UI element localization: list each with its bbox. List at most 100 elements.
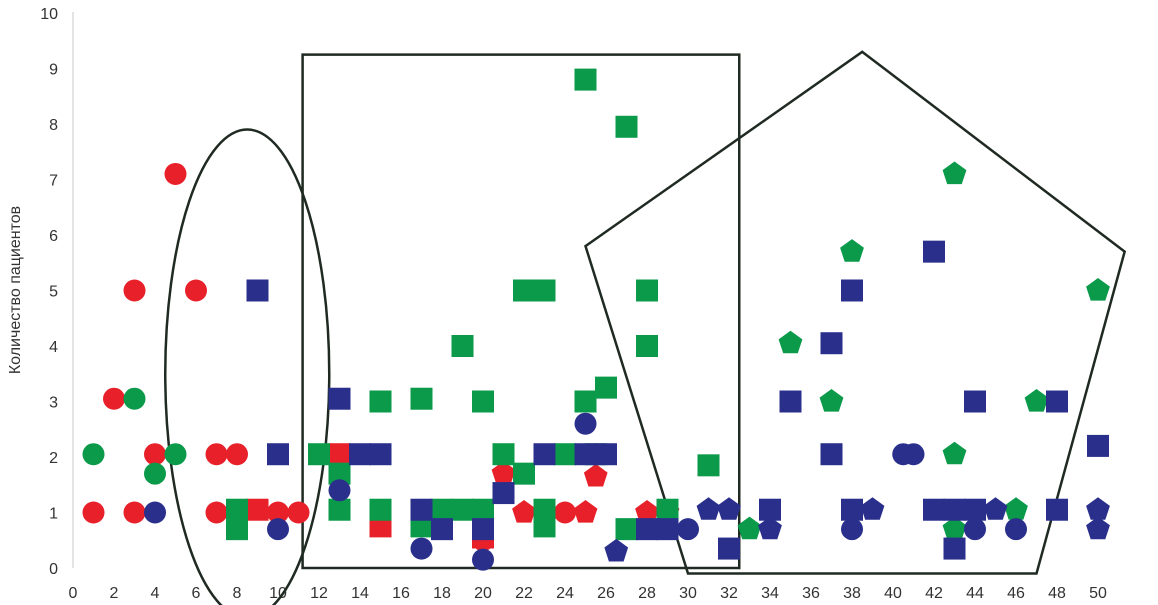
green-square-point: [513, 462, 535, 485]
blue-square-point: [923, 240, 945, 263]
green-square-point: [492, 443, 515, 466]
red-pentagon-point: [491, 461, 516, 484]
blue-square-point: [1046, 390, 1068, 413]
red-pentagon-point: [573, 500, 598, 523]
green-square-point: [431, 498, 453, 521]
red-circle-point: [554, 501, 576, 524]
green-pentagon-point: [942, 161, 967, 185]
x-tick-label: 6: [192, 585, 201, 602]
green-pentagon-point: [819, 389, 844, 412]
y-tick-label: 9: [49, 62, 58, 79]
x-tick-label: 4: [151, 585, 160, 602]
y-tick-label: 1: [49, 506, 58, 523]
green-square-point: [226, 518, 248, 541]
blue-square-point: [964, 390, 986, 413]
blue-square-point: [759, 498, 781, 521]
green-pentagon-point: [840, 239, 864, 262]
x-tick-label: 48: [1048, 585, 1066, 602]
blue-circle-point: [574, 412, 597, 435]
red-circle-point: [123, 501, 146, 524]
green-square-point: [533, 279, 556, 302]
red-circle-point: [185, 279, 207, 302]
red-circle-point: [287, 501, 310, 524]
x-tick-label: 20: [474, 585, 492, 602]
x-tick-label: 44: [966, 585, 984, 602]
y-tick-labels: 0 1 2 3 4 5 6 7 8 9 10: [40, 6, 58, 578]
green-square-point: [574, 68, 597, 91]
x-tick-label: 10: [269, 585, 287, 602]
green-square-point: [410, 515, 433, 538]
green-square-point: [636, 335, 658, 357]
green-pentagon-point: [1004, 497, 1028, 520]
blue-square-point: [841, 498, 863, 521]
green-square-point: [636, 279, 658, 302]
x-tick-label: 40: [884, 585, 902, 602]
y-tick-label: 10: [40, 6, 58, 23]
x-tick-label: 26: [597, 585, 615, 602]
x-tick-label: 24: [556, 585, 574, 602]
green-square-point: [328, 498, 351, 521]
x-tick-label: 38: [843, 585, 861, 602]
red-pentagon-point: [583, 463, 608, 487]
blue-pentagon-point: [983, 497, 1008, 520]
blue-square-point: [410, 498, 433, 521]
blue-pentagon-point: [604, 538, 629, 562]
x-tick-label: 36: [802, 585, 820, 602]
blue-square-point: [533, 443, 556, 466]
blue-circle-point: [677, 518, 699, 541]
green-square-point: [595, 376, 617, 399]
green-square-point: [369, 498, 392, 521]
blue-square-point: [369, 443, 392, 466]
blue-square-point: [779, 390, 802, 413]
x-tick-label: 8: [233, 585, 242, 602]
red-circle-point: [164, 162, 187, 185]
green-square-point: [472, 390, 494, 413]
x-tick-label: 22: [515, 585, 533, 602]
blue-circle-point: [1005, 518, 1027, 541]
blue-square-point: [328, 387, 351, 410]
y-tick-label: 8: [49, 117, 58, 134]
blue-pentagon-point: [696, 497, 721, 520]
rectangle-region-outline: [301, 53, 741, 570]
blue-pentagon-point: [1086, 516, 1110, 540]
x-tick-label: 34: [761, 585, 779, 602]
green-square-point: [533, 515, 556, 538]
ellipse-region-outline: [164, 128, 331, 605]
blue-square-point: [820, 332, 843, 355]
green-pentagon-point: [942, 516, 967, 540]
green-pentagon-point: [778, 330, 803, 354]
red-circle-point: [82, 501, 105, 524]
blue-square-point: [820, 443, 843, 466]
blue-square-point: [841, 279, 863, 302]
blue-circle-point: [902, 443, 925, 466]
green-square-point: [472, 498, 494, 521]
y-tick-label: 7: [49, 173, 58, 190]
red-circle-point: [205, 443, 228, 466]
x-tick-label: 50: [1089, 585, 1107, 602]
blue-circle-point: [144, 501, 166, 524]
y-tick-label: 5: [49, 284, 58, 301]
red-square-point: [246, 498, 269, 521]
blue-square-point: [267, 443, 289, 466]
green-pentagon-point: [737, 516, 762, 540]
green-square-point: [533, 498, 556, 521]
blue-square-point: [472, 518, 494, 541]
blue-square-point: [943, 537, 966, 560]
green-square-point: [451, 335, 474, 357]
blue-circle-point: [472, 548, 494, 571]
red-pentagon-point: [635, 500, 659, 523]
x-tick-label: 18: [433, 585, 451, 602]
x-tick-label: 28: [638, 585, 656, 602]
green-square-point: [308, 443, 330, 466]
green-square-point: [615, 518, 638, 541]
y-tick-label: 6: [49, 228, 58, 245]
blue-circle-point: [267, 518, 289, 541]
blue-square-point: [574, 443, 597, 466]
x-tick-label: 14: [351, 585, 369, 602]
y-axis-title: Количество пациентов: [7, 206, 24, 374]
blue-circle-point: [964, 518, 986, 541]
y-tick-label: 0: [49, 561, 58, 578]
x-tick-label: 12: [310, 585, 328, 602]
green-pentagon-point: [1086, 278, 1110, 301]
